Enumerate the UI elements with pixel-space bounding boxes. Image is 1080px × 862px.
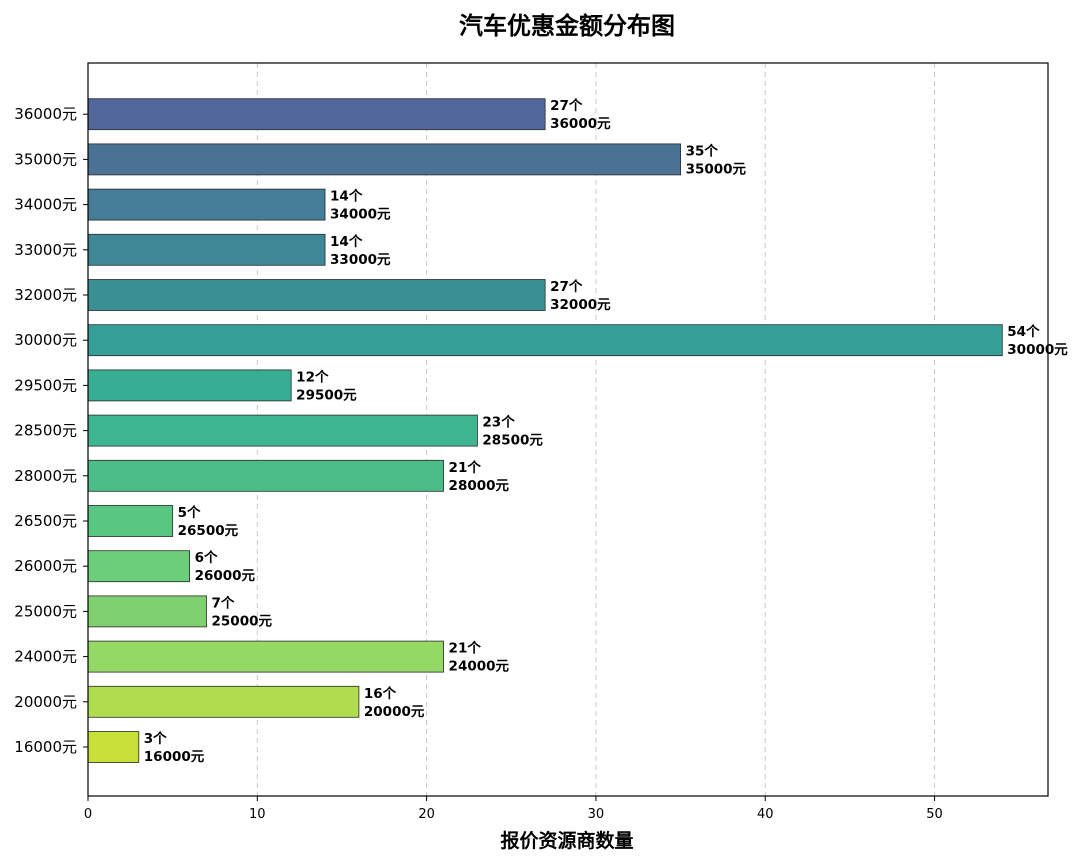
data-label-count: 14个 bbox=[330, 189, 363, 205]
bar bbox=[87, 233, 326, 266]
data-label-amount: 26500元 bbox=[178, 523, 239, 539]
data-label-amount: 34000元 bbox=[330, 207, 391, 223]
y-tick-label: 26500元 bbox=[14, 512, 77, 530]
bar bbox=[87, 143, 681, 176]
y-tick-label: 26000元 bbox=[14, 557, 77, 575]
bar bbox=[87, 188, 326, 221]
data-label-amount: 20000元 bbox=[364, 704, 425, 720]
data-label-amount: 29500元 bbox=[296, 387, 357, 403]
data-label-count: 14个 bbox=[330, 234, 363, 250]
plot-frame bbox=[87, 62, 1049, 797]
x-tick-label: 50 bbox=[926, 807, 943, 822]
data-label-count: 5个 bbox=[178, 505, 201, 521]
data-label-amount: 16000元 bbox=[144, 749, 205, 765]
x-tick-label: 40 bbox=[757, 807, 774, 822]
x-tick-label: 10 bbox=[249, 807, 266, 822]
chart-title: 汽车优惠金额分布图 bbox=[459, 12, 675, 40]
y-tick-label: 28000元 bbox=[14, 467, 77, 485]
bar bbox=[87, 640, 444, 673]
bar bbox=[87, 98, 546, 131]
y-tick-label: 35000元 bbox=[14, 150, 77, 168]
y-tick-label: 36000元 bbox=[14, 105, 77, 123]
data-labels: 3个 16000元 16个 20000元 21个 24000元 7个 25000元 6个 2600… bbox=[144, 98, 1068, 765]
y-tick-label: 24000元 bbox=[14, 648, 77, 666]
x-tick-label: 20 bbox=[418, 807, 435, 822]
y-axis-ticks: 16000元 20000元 24000元 25000元 26000元 26500元 2800… bbox=[14, 105, 88, 756]
data-label-amount: 35000元 bbox=[686, 161, 747, 177]
y-tick-label: 20000元 bbox=[14, 693, 77, 711]
x-tick-label: 30 bbox=[588, 807, 605, 822]
y-tick-label: 29500元 bbox=[14, 376, 77, 394]
data-label-count: 21个 bbox=[449, 460, 482, 476]
bar bbox=[87, 550, 190, 583]
data-label-amount: 26000元 bbox=[195, 568, 256, 584]
x-axis-label: 报价资源商数量 bbox=[500, 829, 633, 852]
data-label-amount: 28000元 bbox=[449, 478, 510, 494]
data-label-amount: 25000元 bbox=[212, 613, 273, 629]
data-label-amount: 28500元 bbox=[482, 433, 543, 449]
data-label-count: 16个 bbox=[364, 686, 397, 702]
bar bbox=[87, 369, 292, 402]
x-tick-label: 0 bbox=[84, 807, 92, 822]
bar bbox=[87, 685, 360, 718]
data-label-count: 3个 bbox=[144, 731, 167, 747]
y-tick-label: 30000元 bbox=[14, 331, 77, 349]
data-label-count: 23个 bbox=[482, 415, 515, 431]
data-label-amount: 36000元 bbox=[550, 116, 611, 132]
data-label-count: 54个 bbox=[1007, 324, 1040, 340]
data-label-count: 27个 bbox=[550, 98, 583, 114]
data-label-amount: 32000元 bbox=[550, 297, 611, 313]
data-label-count: 12个 bbox=[296, 369, 329, 385]
y-tick-label: 34000元 bbox=[14, 196, 77, 214]
data-label-count: 35个 bbox=[686, 143, 719, 159]
data-label-count: 27个 bbox=[550, 279, 583, 295]
bar bbox=[87, 595, 207, 628]
bar bbox=[87, 459, 444, 492]
y-tick-label: 16000元 bbox=[14, 738, 77, 756]
y-tick-label: 33000元 bbox=[14, 241, 77, 259]
bar bbox=[87, 324, 1003, 357]
bar bbox=[87, 414, 478, 447]
bar bbox=[87, 279, 546, 311]
data-label-count: 21个 bbox=[449, 641, 482, 657]
bars bbox=[87, 98, 1003, 763]
x-axis-ticks: 0 10 20 30 40 50 bbox=[84, 796, 943, 822]
bar bbox=[87, 505, 174, 537]
data-label-amount: 24000元 bbox=[449, 659, 510, 675]
data-label-amount: 33000元 bbox=[330, 252, 391, 268]
data-label-count: 7个 bbox=[212, 595, 235, 611]
y-tick-label: 28500元 bbox=[14, 422, 77, 440]
y-tick-label: 25000元 bbox=[14, 602, 77, 620]
data-label-count: 6个 bbox=[195, 550, 218, 566]
data-label-amount: 30000元 bbox=[1007, 342, 1068, 358]
bar bbox=[87, 731, 140, 763]
y-tick-label: 32000元 bbox=[14, 286, 77, 304]
